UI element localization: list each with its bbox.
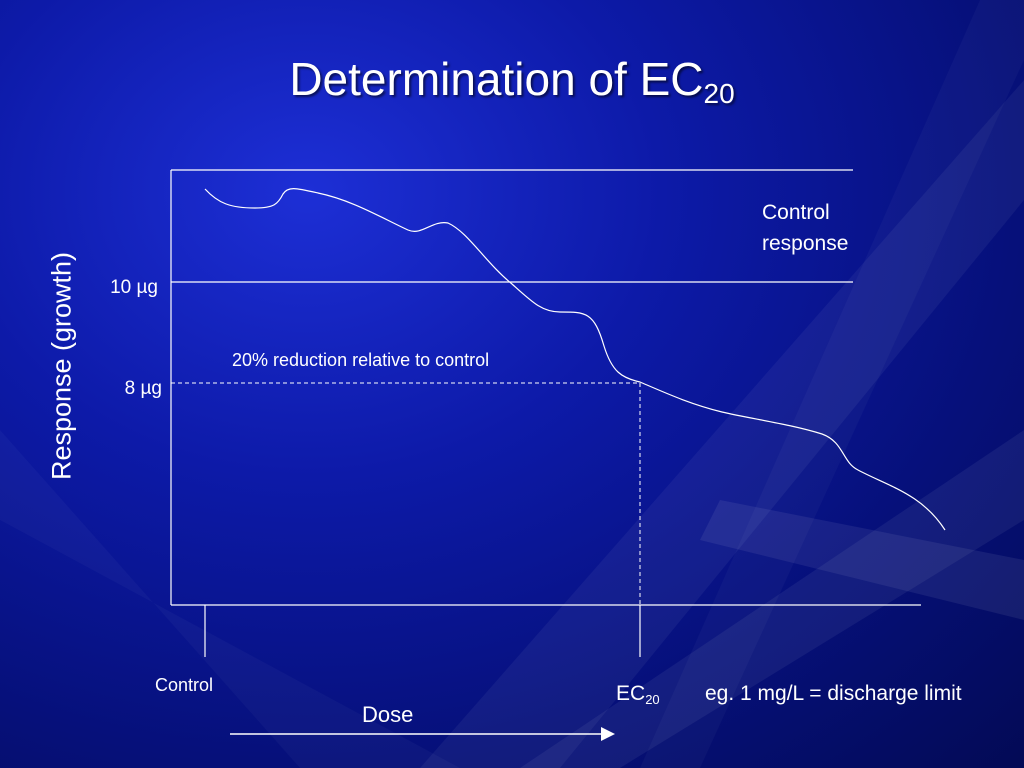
ec20-note: eg. 1 mg/L = discharge limit [705, 682, 962, 705]
title-main: Determination of EC [289, 53, 704, 105]
ec-main: EC [616, 682, 646, 705]
ec20-label: EC20 [616, 682, 660, 707]
reduction-note: 20% reduction relative to control [232, 350, 490, 370]
control-response-line2: response [762, 232, 849, 255]
x-start-label: Control [155, 675, 214, 695]
level-label-control: 10 µg [110, 277, 158, 298]
y-axis-label: Response (growth) [46, 251, 77, 481]
control-response-label: Control response [762, 197, 902, 259]
level-label-reduced: 8 µg [124, 378, 162, 399]
control-response-line1: Control [762, 201, 830, 224]
dose-response-curve [204, 188, 946, 531]
x-axis-label: Dose [362, 702, 414, 727]
title-subscript: 20 [703, 78, 735, 109]
ec-subscript: 20 [645, 692, 660, 707]
dose-arrow-head [601, 727, 615, 741]
slide-title: Determination of EC20 [0, 52, 1024, 110]
